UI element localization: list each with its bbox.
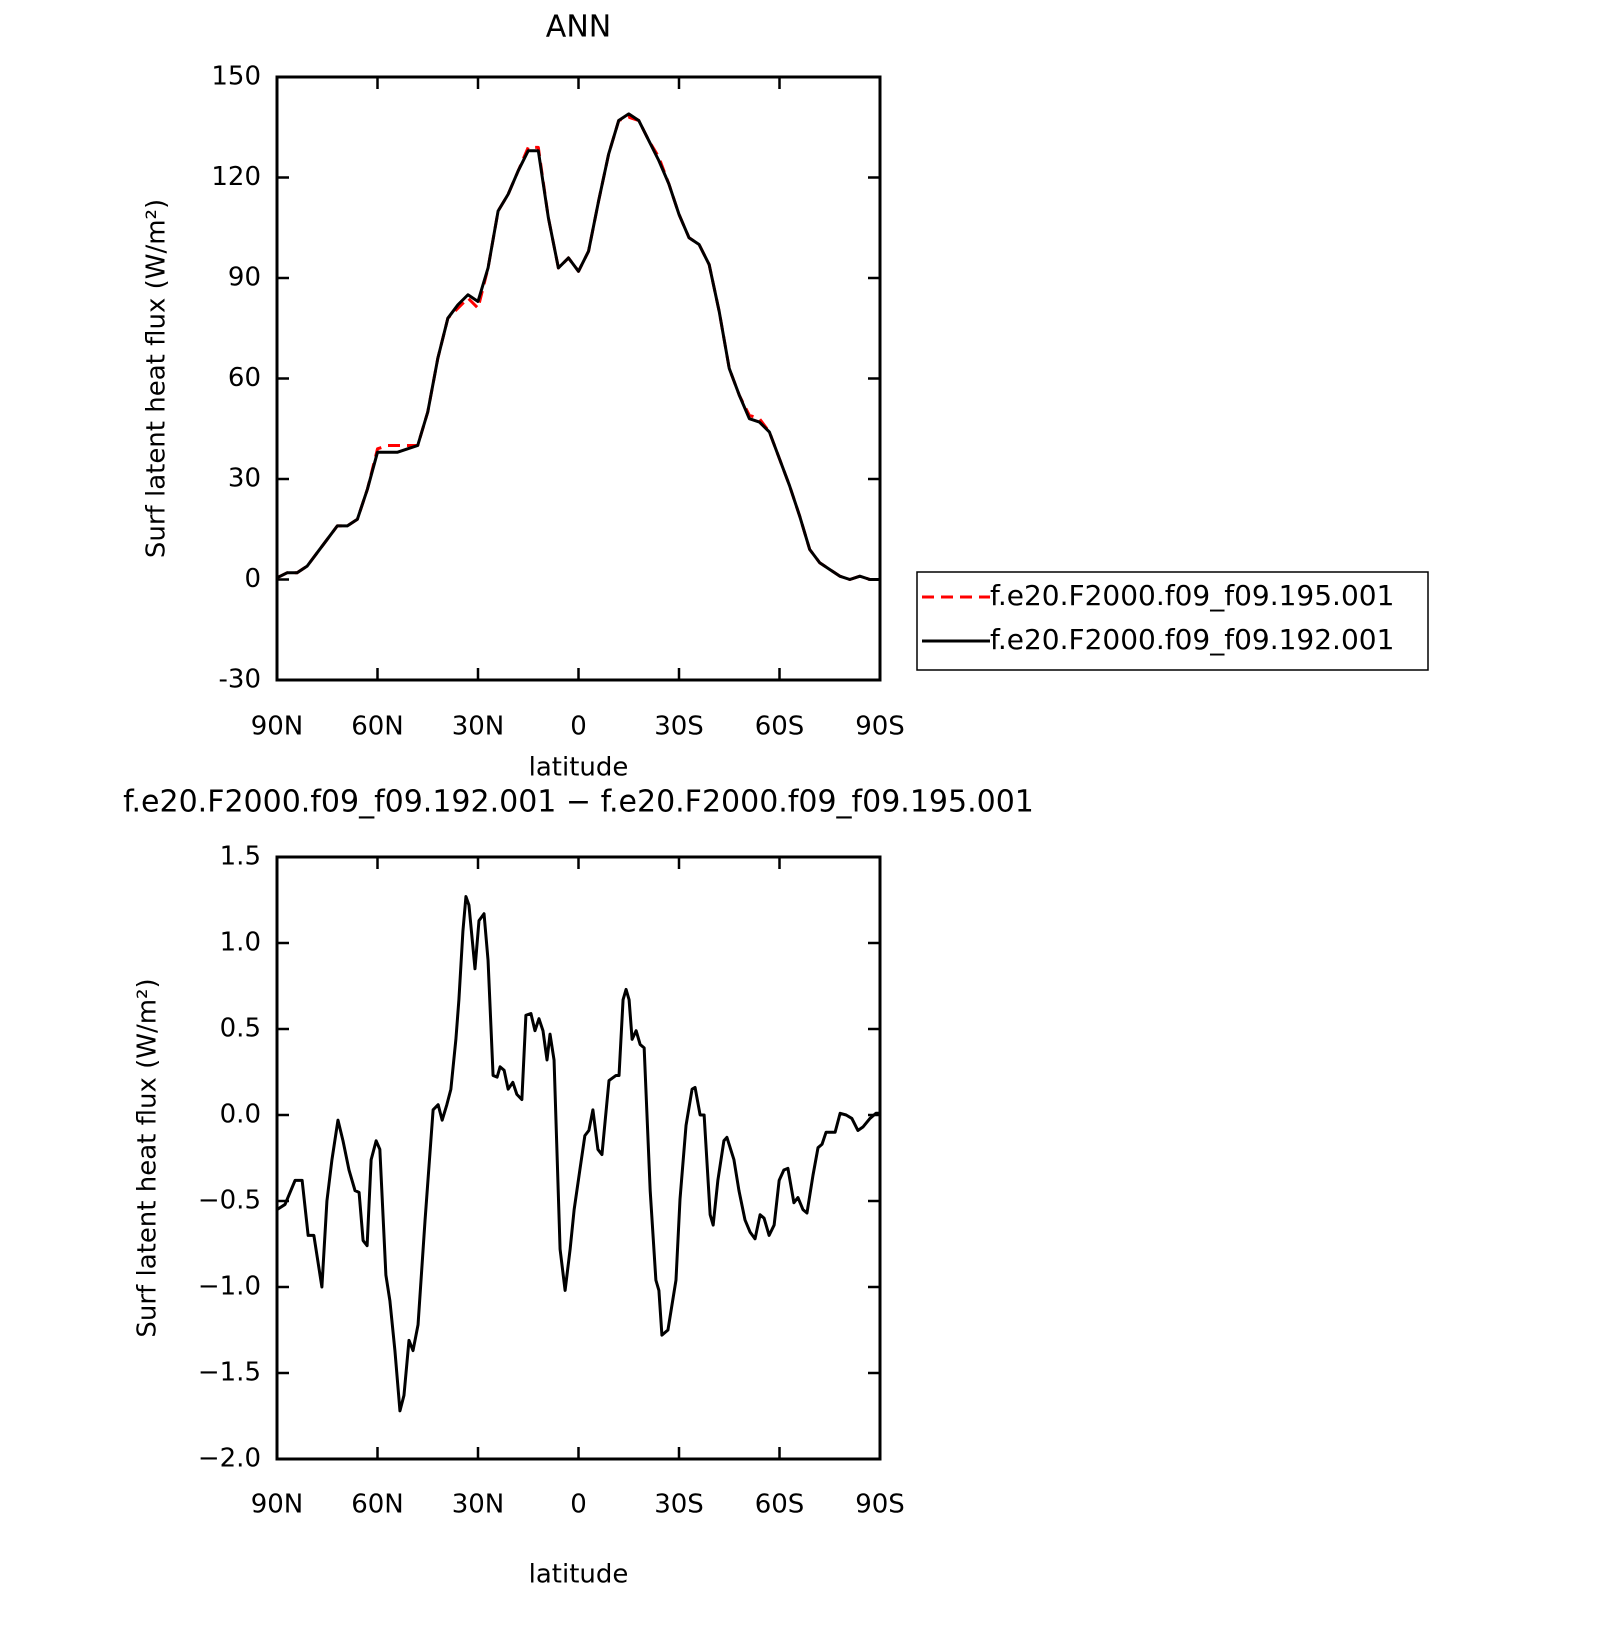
chart-title: f.e20.F2000.f09_f09.192.001 − f.e20.F200… [123,785,1034,820]
y-tick-label: 60 [228,363,261,393]
legend-label: f.e20.F2000.f09_f09.195.001 [990,579,1394,612]
y-tick-label: -30 [219,665,261,695]
x-tick-label: 60S [755,712,805,742]
x-tick-label: 0 [570,1490,587,1520]
y-tick-label: 0.0 [220,1100,261,1130]
y-tick-label: −1.5 [198,1358,261,1388]
x-axis-label: latitude [529,1560,629,1590]
chart-title: ANN [546,10,611,45]
y-tick-label: −2.0 [198,1444,261,1474]
x-tick-label: 90S [855,712,905,742]
x-tick-label: 30S [654,1490,704,1520]
data-line [276,895,880,1413]
y-tick-label: −1.0 [198,1272,261,1302]
y-tick-label: 0.5 [220,1014,261,1044]
y-tick-label: 1.5 [220,842,261,872]
x-tick-label: 60N [351,1490,404,1520]
data-line [276,112,880,581]
plot-frame [275,75,882,682]
x-tick-label: 90S [855,1490,905,1520]
y-tick-label: −0.5 [198,1186,261,1216]
x-tick-label: 30S [654,712,704,742]
y-tick-label: 30 [228,464,261,494]
y-tick-label: 90 [228,263,261,293]
y-tick-label: 150 [211,62,261,92]
x-axis-label: latitude [529,753,629,783]
x-tick-label: 90N [251,712,304,742]
x-tick-label: 90N [251,1490,304,1520]
x-tick-label: 60S [755,1490,805,1520]
x-tick-label: 60N [351,712,404,742]
plot-frame [275,855,882,1461]
x-tick-label: 0 [570,712,587,742]
y-axis-label: Surf latent heat flux (W/m²) [142,199,172,558]
x-tick-label: 30N [452,712,505,742]
x-tick-label: 30N [452,1490,505,1520]
legend-box [916,571,1429,671]
y-tick-label: 0 [244,564,261,594]
y-tick-label: 1.0 [220,928,261,958]
legend-label: f.e20.F2000.f09_f09.192.001 [990,623,1394,656]
data-line [276,115,880,581]
y-axis-label: Surf latent heat flux (W/m²) [133,978,163,1337]
y-tick-label: 120 [211,162,261,192]
